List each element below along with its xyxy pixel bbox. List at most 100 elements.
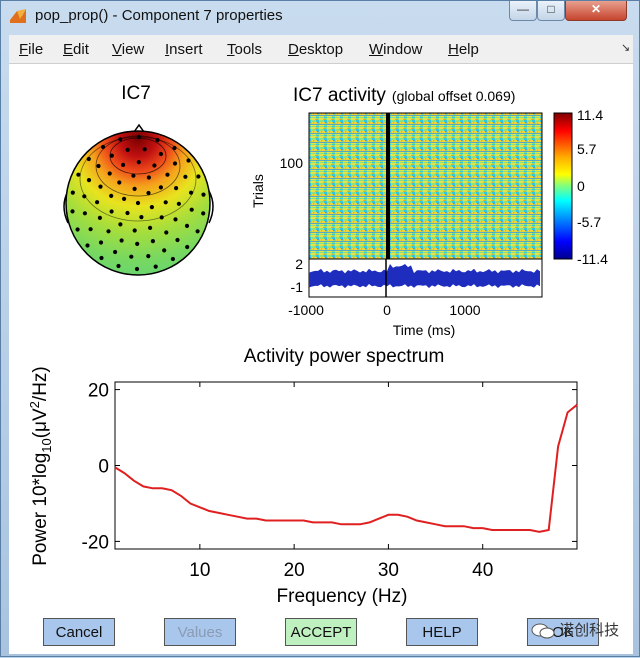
electrode-marker [174,186,179,191]
electrode-marker [153,264,158,269]
spectrum-xlabel: Frequency (Hz) [277,586,408,607]
electrode-marker [155,137,160,143]
electrode-marker [97,215,102,220]
electrode-marker [185,244,190,250]
activity-title: IC7 activity (global offset 0.069) [293,85,515,106]
electrode-marker [82,194,87,199]
close-button[interactable]: ✕ [565,1,627,21]
electrode-marker [201,211,206,216]
menu-window[interactable]: Window [369,41,423,58]
y-tick-label: 0 [98,457,109,478]
electrode-marker [85,243,90,248]
electrode-marker [135,200,141,206]
window-title: pop_prop() - Component 7 properties [35,7,283,24]
electrode-marker [118,137,123,142]
activity-xtick: 1000 [449,302,480,318]
erp-image-time-zero [386,113,390,259]
x-tick-label: 20 [284,560,305,581]
electrode-marker [98,184,103,189]
electrode-marker [125,147,130,152]
electrode-marker [176,201,181,206]
menu-insert[interactable]: Insert [165,41,203,58]
erp-tick-top: 2 [295,256,303,272]
electrode-marker [106,229,111,234]
electrode-marker [86,156,91,162]
electrode-marker [70,209,75,214]
activity-xlabel: Time (ms) [393,322,455,338]
electrode-marker [162,248,167,253]
spectrum-plot: 10 20 30 40 20 0 -20 [82,381,578,581]
electrode-marker [173,217,178,222]
title-bar[interactable]: pop_prop() - Component 7 properties — □ … [1,1,640,33]
menu-tools[interactable]: Tools [227,41,263,58]
electrode-marker [125,210,130,216]
activity-ylabel: Trials [250,174,266,208]
electrode-marker [116,263,121,269]
electrode-marker [117,180,122,185]
x-tick-label: 30 [378,560,399,581]
ok-button[interactable]: OK [527,618,599,646]
electrode-marker [186,158,191,163]
electrode-marker [109,209,114,214]
x-tick-label: 40 [472,560,493,581]
electrode-marker [132,228,137,233]
electrode-marker [134,266,140,272]
spectrum-line-power [114,404,578,533]
menu-help[interactable]: Help [448,41,479,58]
colorbar-tick: 5.7 [577,141,597,157]
electrode-marker [163,200,168,205]
electrode-marker [172,161,178,166]
electrode-marker [101,144,106,150]
minimize-icon: — [517,2,529,16]
electrode-marker [150,239,155,244]
erp-tick-bottom: -1 [291,279,304,295]
matlab-icon [10,9,26,23]
electrode-marker [165,172,170,177]
menu-desktop[interactable]: Desktop [288,41,344,58]
electrode-marker [149,205,154,210]
electrode-marker [196,174,201,179]
colorbar-tick: -5.7 [577,214,601,230]
electrode-marker [152,163,157,168]
electrode-marker [129,254,134,259]
accept-button[interactable]: ACCEPT [285,618,357,646]
maximize-button[interactable]: □ [537,1,565,21]
spectrum-title: Activity power spectrum [244,346,445,367]
close-icon: ✕ [590,2,602,16]
electrode-marker [98,240,104,245]
watermark: 诺创科技 [531,619,619,640]
electrode-marker [148,225,153,230]
electrode-marker [146,254,151,259]
electrode-marker [170,256,175,262]
colorbar-tick: 11.4 [577,107,603,123]
electrode-marker [201,192,206,197]
electrode-marker [96,163,101,169]
maximize-icon: □ [547,2,555,16]
electrode-marker [107,171,112,176]
electrode-marker [131,173,136,178]
electrode-marker [88,227,93,232]
electrode-marker [136,134,142,140]
electrode-marker [121,162,126,167]
help-button[interactable]: HELP [406,618,478,646]
cancel-button[interactable]: Cancel [43,618,115,646]
topo-electrodes [70,134,206,272]
electrode-marker [146,190,151,196]
electrode-marker [175,237,180,243]
electrode-marker [82,211,87,216]
electrode-marker [142,147,147,152]
spectrum-axes [114,381,578,550]
menu-edit[interactable]: Edit [63,41,89,58]
topo-title: IC7 [121,83,151,104]
menu-view[interactable]: View [112,41,145,58]
values-button[interactable]: Values [164,618,236,646]
electrode-marker [158,151,163,157]
minimize-button[interactable]: — [509,1,537,21]
electrode-marker [184,223,190,228]
menu-file[interactable]: File [19,41,44,58]
electrode-marker [122,196,127,201]
menu-overflow-icon[interactable]: ↘ [621,42,631,54]
electrode-marker [118,222,123,227]
